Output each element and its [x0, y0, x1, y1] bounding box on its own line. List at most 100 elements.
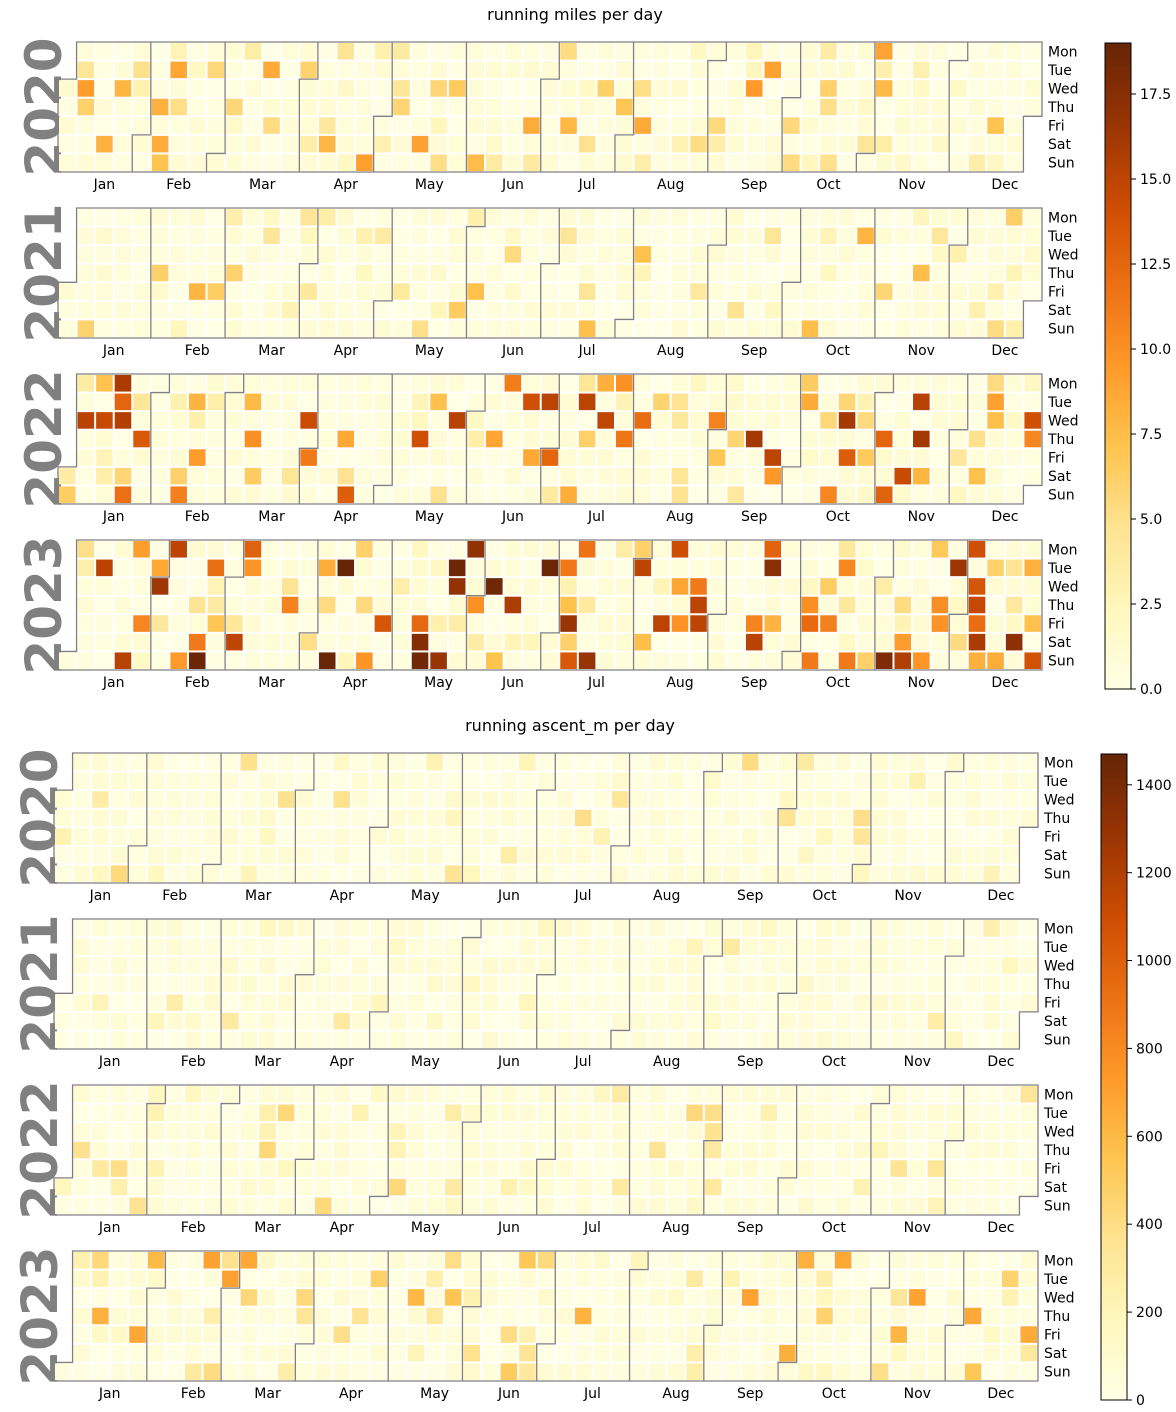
- day-cell: [259, 828, 276, 845]
- day-cell: [523, 320, 540, 337]
- month-label: Apr: [330, 1220, 354, 1236]
- day-cell: [407, 1197, 425, 1214]
- day-cell: [853, 1123, 870, 1140]
- day-cell: [281, 652, 299, 669]
- day-cell: [968, 578, 986, 595]
- day-cell: [184, 1270, 202, 1288]
- day-cell: [950, 61, 967, 79]
- day-cell: [704, 846, 722, 864]
- day-cell: [964, 1270, 982, 1288]
- day-cell: [467, 430, 485, 448]
- month-label: Nov: [908, 343, 935, 359]
- day-cell: [407, 754, 425, 771]
- day-cell: [444, 1326, 462, 1343]
- day-cell: [166, 1086, 183, 1103]
- day-cell: [964, 920, 982, 937]
- day-cell: [913, 80, 930, 97]
- day-cell: [114, 559, 132, 577]
- day-cell: [838, 393, 856, 411]
- day-cell: [556, 938, 573, 956]
- day-cell: [764, 596, 782, 614]
- day-cell: [634, 154, 652, 171]
- day-cell: [263, 578, 280, 595]
- day-cell: [203, 920, 221, 937]
- day-cell: [184, 1363, 202, 1380]
- day-cell: [779, 865, 796, 882]
- day-cell: [983, 994, 1000, 1011]
- day-cell: [170, 154, 187, 171]
- day-cell: [411, 43, 429, 60]
- day-cell: [741, 754, 759, 771]
- day-cell: [277, 994, 295, 1011]
- day-cell: [426, 754, 443, 771]
- day-cell: [504, 559, 522, 577]
- day-cell: [593, 1123, 610, 1140]
- day-cell: [426, 975, 443, 993]
- day-cell: [356, 301, 373, 319]
- day-cell: [745, 80, 763, 97]
- day-cell: [875, 467, 893, 485]
- day-cell: [59, 135, 76, 153]
- day-cell: [188, 117, 206, 134]
- day-cell: [370, 1012, 388, 1030]
- day-cell: [871, 1086, 889, 1103]
- day-cell: [110, 1307, 128, 1325]
- day-cell: [875, 227, 893, 245]
- day-cell: [356, 227, 373, 245]
- day-cell: [1005, 154, 1023, 171]
- day-cell: [467, 264, 485, 282]
- weekday-label: Tue: [1047, 63, 1072, 79]
- weekday-label: Mon: [1048, 376, 1078, 392]
- month-label: Jan: [98, 1054, 121, 1070]
- day-cell: [541, 375, 559, 392]
- day-cell: [964, 1289, 982, 1306]
- day-cell: [913, 283, 930, 300]
- day-cell: [114, 652, 132, 669]
- day-cell: [816, 1289, 833, 1306]
- day-cell: [374, 98, 392, 116]
- day-cell: [634, 43, 652, 60]
- day-cell: [203, 865, 221, 882]
- day-cell: [667, 1178, 685, 1196]
- day-cell: [129, 846, 146, 864]
- day-cell: [593, 809, 610, 827]
- day-cell: [244, 135, 262, 153]
- day-cell: [244, 615, 262, 632]
- day-cell: [723, 846, 740, 864]
- day-cell: [370, 1363, 388, 1380]
- day-cell: [987, 559, 1004, 577]
- day-cell: [987, 652, 1004, 669]
- day-cell: [816, 1086, 833, 1103]
- day-cell: [593, 1031, 610, 1048]
- month-label: Sep: [737, 888, 764, 904]
- day-cell: [500, 754, 518, 771]
- day-cell: [987, 283, 1004, 300]
- day-cell: [556, 1141, 573, 1159]
- month-label: May: [415, 509, 444, 525]
- day-cell: [59, 486, 76, 503]
- day-cell: [73, 1178, 91, 1196]
- day-cell: [277, 1289, 295, 1306]
- day-cell: [337, 375, 355, 392]
- day-cell: [946, 1031, 963, 1048]
- day-cell: [393, 412, 410, 429]
- day-cell: [820, 135, 837, 153]
- day-cell: [96, 80, 113, 97]
- day-cell: [909, 772, 926, 790]
- day-cell: [537, 1307, 555, 1325]
- day-cell: [426, 809, 443, 827]
- day-cell: [448, 246, 466, 263]
- day-cell: [649, 938, 666, 956]
- day-cell: [59, 320, 76, 337]
- day-cell: [389, 1197, 406, 1214]
- day-cell: [166, 975, 183, 993]
- day-cell: [467, 117, 485, 134]
- day-cell: [875, 264, 893, 282]
- day-cell: [523, 135, 540, 153]
- day-cell: [333, 1141, 351, 1159]
- day-cell: [894, 449, 912, 466]
- day-cell: [723, 1178, 740, 1196]
- day-cell: [560, 135, 577, 153]
- day-cell: [671, 154, 689, 171]
- day-cell: [444, 1289, 462, 1306]
